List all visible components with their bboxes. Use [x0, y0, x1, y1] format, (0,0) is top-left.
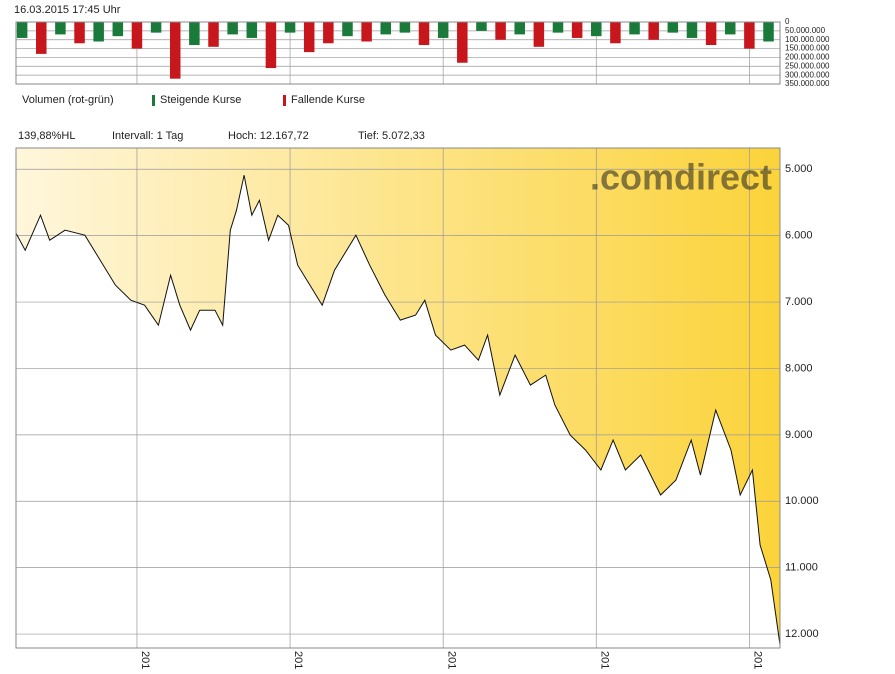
- plot-frame: [15, 147, 781, 649]
- volume-bar: [514, 22, 525, 35]
- volume-bar: [629, 22, 640, 35]
- volume-bar: [16, 22, 28, 38]
- volume-bar: [686, 22, 698, 38]
- area: [16, 148, 780, 645]
- info-label: Hoch: 12.167,72: [228, 130, 309, 142]
- volume-bar: [284, 22, 296, 33]
- y-tick-label: 12.000: [785, 628, 819, 640]
- y-tick-label: 200.000.000: [785, 53, 830, 62]
- volume-bar: [705, 22, 717, 46]
- volume-bar: [361, 22, 372, 42]
- legend-swatch: [152, 95, 155, 106]
- volume-bar: [131, 22, 143, 49]
- volume-bar: [552, 22, 564, 33]
- volume-bar: [246, 22, 258, 38]
- info-label: 139,88%HL: [18, 130, 76, 142]
- volume-bar: [476, 22, 487, 31]
- y-tick-label: 6.000: [785, 230, 813, 242]
- watermark: .comdirect: [590, 157, 772, 198]
- volume-bar: [36, 22, 47, 54]
- volume-bar: [303, 22, 315, 53]
- legend-swatch: [283, 95, 286, 106]
- y-tick-label: 0: [785, 17, 790, 26]
- volume-bar: [227, 22, 238, 35]
- volume-bar: [724, 22, 736, 35]
- volume-bar: [265, 22, 277, 69]
- volume-bar: [380, 22, 392, 35]
- plot-frame: [15, 21, 781, 85]
- volume-bar: [208, 22, 219, 47]
- volume-bar: [495, 22, 506, 40]
- volume-bar: [74, 22, 85, 44]
- x-tick-label: 2015: [751, 651, 763, 669]
- volume-bar: [571, 22, 583, 38]
- volume-bar: [763, 22, 774, 42]
- volume-bar: [93, 22, 104, 42]
- volume-bar: [112, 22, 124, 37]
- x-tick-label: 2013: [445, 651, 457, 669]
- volume-bar: [667, 22, 679, 33]
- y-tick-label: 8.000: [785, 362, 813, 374]
- volume-bar: [533, 22, 545, 47]
- y-tick-label: 100.000.000: [785, 35, 830, 44]
- volume-bar: [55, 22, 66, 35]
- y-tick-label: 250.000.000: [785, 61, 830, 70]
- volume-bar: [591, 22, 602, 37]
- price-line: [15, 175, 781, 645]
- volume-bar: [399, 22, 411, 33]
- y-tick-label: 10.000: [785, 495, 819, 507]
- y-tick-label: 9.000: [785, 429, 813, 441]
- volume-bar: [610, 22, 621, 44]
- volume-bar: [169, 22, 181, 79]
- x-tick-label: 2011: [139, 651, 151, 669]
- legend-label: Steigende Kurse: [160, 94, 241, 106]
- y-tick-label: 7.000: [785, 296, 813, 308]
- info-label: Intervall: 1 Tag: [112, 130, 183, 142]
- y-tick-label: 150.000.000: [785, 44, 830, 53]
- x-tick-label: 2014: [598, 651, 610, 669]
- y-tick-label: 5.000: [785, 163, 813, 175]
- volume-bar: [648, 22, 659, 40]
- y-tick-label: 300.000.000: [785, 70, 830, 79]
- info-label: Tief: 5.072,33: [358, 130, 425, 142]
- y-tick-label: 11.000: [785, 562, 818, 574]
- volume-bar: [418, 22, 430, 46]
- volume-bar: [342, 22, 353, 37]
- y-tick-label: 350.000.000: [785, 79, 830, 88]
- volume-bar: [323, 22, 334, 44]
- y-tick-label: 50.000.000: [785, 26, 826, 35]
- legend-label: Fallende Kurse: [291, 94, 365, 106]
- volume-bar: [457, 22, 468, 63]
- legend-title: Volumen (rot-grün): [22, 94, 114, 106]
- volume-bar: [437, 22, 449, 38]
- timestamp: 16.03.2015 17:45 Uhr: [14, 4, 121, 16]
- x-tick-label: 2012: [292, 651, 304, 669]
- volume-bar: [189, 22, 200, 46]
- volume-bar: [744, 22, 755, 49]
- volume-bar: [150, 22, 162, 33]
